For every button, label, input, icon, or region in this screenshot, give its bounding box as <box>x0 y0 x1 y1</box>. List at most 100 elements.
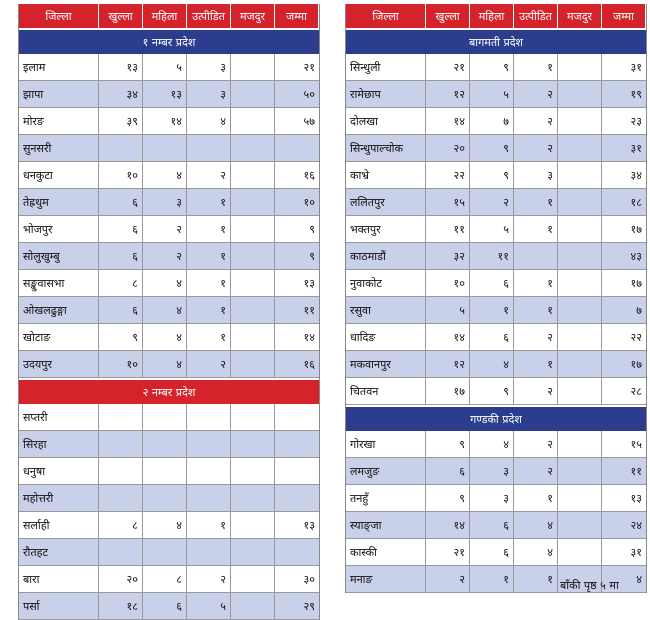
number-cell <box>187 135 231 161</box>
district-cell: धनुषा <box>19 458 99 484</box>
number-cell <box>514 243 558 269</box>
number-cell: ३ <box>514 162 558 188</box>
number-cell <box>231 512 275 538</box>
number-cell: १ <box>514 566 558 592</box>
number-cell <box>558 135 602 161</box>
district-cell: झापा <box>19 81 99 107</box>
number-cell: ७ <box>470 108 514 134</box>
number-cell <box>99 458 143 484</box>
district-cell: भक्तपुर <box>346 216 426 242</box>
number-cell: २ <box>187 566 231 592</box>
district-cell: उदयपुर <box>19 351 99 377</box>
number-cell: १४ <box>426 324 470 350</box>
number-cell: ५ <box>143 54 187 80</box>
number-cell: ३९ <box>99 108 143 134</box>
number-cell: ११ <box>630 464 642 478</box>
table-row: इलाम १३ ५ ३ २१ <box>19 54 319 81</box>
number-cell <box>231 458 275 484</box>
district-cell: सङ्खुवासभा <box>19 270 99 296</box>
number-cell: १४ <box>143 108 187 134</box>
number-cell: १२ <box>426 351 470 377</box>
number-cell: १० <box>99 162 143 188</box>
table-row: मोरङ ३९ १४ ४ ५७ <box>19 108 319 135</box>
number-cell <box>558 216 602 242</box>
number-cell <box>187 539 231 565</box>
number-cell <box>231 243 275 269</box>
number-cell: ३ <box>470 485 514 511</box>
district-cell: सर्लाही <box>19 512 99 538</box>
section-title: १ नम्बर प्रदेश <box>19 30 319 54</box>
number-cell: २ <box>514 378 558 404</box>
table-row: धादिङ १४ ६ २ २२ <box>346 324 646 351</box>
number-cell: १ <box>514 351 558 377</box>
table-row: रसुवा ५ १ १ ७ <box>346 297 646 324</box>
number-cell: ३ <box>187 81 231 107</box>
number-cell: ९ <box>426 431 470 457</box>
number-cell: १८ <box>630 195 642 209</box>
number-cell: २० <box>99 566 143 592</box>
number-cell: ३१ <box>630 141 642 155</box>
number-cell: ८ <box>99 270 143 296</box>
number-cell: १ <box>514 216 558 242</box>
header-cell: उत्पीडित <box>514 4 558 28</box>
table-row: धनुषा <box>19 458 319 485</box>
district-cell: सुनसरी <box>19 135 99 161</box>
table-row: काठमाडौं ३२ ११ ४३ <box>346 243 646 270</box>
district-cell: सिन्धुली <box>346 54 426 80</box>
number-cell <box>558 189 602 215</box>
number-cell: ११ <box>426 216 470 242</box>
number-cell <box>558 297 602 323</box>
district-cell: धनकुटा <box>19 162 99 188</box>
number-cell: २१ <box>303 60 315 74</box>
number-cell: ४ <box>470 431 514 457</box>
header-cell: मजदुर <box>231 4 275 28</box>
number-cell: ४ <box>143 324 187 350</box>
number-cell: ४ <box>143 162 187 188</box>
table-row: झापा ३४ १३ ३ ५० <box>19 81 319 108</box>
number-cell: ९ <box>470 54 514 80</box>
header-cell: मजदुर <box>558 4 602 28</box>
header-cell: खुल्ला <box>99 4 143 28</box>
header-cell: जिल्ला <box>346 4 426 28</box>
header-cell: जम्मा <box>602 4 646 28</box>
number-cell <box>231 270 275 296</box>
table-row: धनकुटा १० ४ २ १६ <box>19 162 319 189</box>
district-cell: रौतहट <box>19 539 99 565</box>
number-cell: ५ <box>470 81 514 107</box>
table-row: लमजुङ ६ ३ २ ११ <box>346 458 646 485</box>
number-cell: १७ <box>630 222 642 236</box>
number-cell <box>143 135 187 161</box>
header-cell: महिला <box>143 4 187 28</box>
table-row: सिरहा <box>19 431 319 458</box>
number-cell: ४ <box>514 512 558 538</box>
number-cell: १ <box>470 566 514 592</box>
number-cell: ४ <box>143 512 187 538</box>
number-cell: १ <box>470 297 514 323</box>
table-row: मनाङ २ १ १ ४ <box>346 566 646 593</box>
number-cell: २ <box>187 162 231 188</box>
number-cell <box>558 566 602 592</box>
number-cell <box>231 351 275 377</box>
number-cell: १ <box>187 216 231 242</box>
header-cell: खुल्ला <box>426 4 470 28</box>
number-cell: ३४ <box>630 168 642 182</box>
number-cell <box>275 404 319 430</box>
number-cell: ११ <box>470 243 514 269</box>
number-cell <box>231 189 275 215</box>
number-cell <box>231 54 275 80</box>
number-cell: ५० <box>303 87 315 101</box>
number-cell: ३० <box>303 572 315 586</box>
table-row: स्याङ्जा १४ ६ ४ २४ <box>346 512 646 539</box>
header-cell: उत्पीडित <box>187 4 231 28</box>
number-cell <box>231 539 275 565</box>
number-cell: १ <box>514 189 558 215</box>
number-cell <box>231 216 275 242</box>
number-cell <box>99 404 143 430</box>
header-row: जिल्ला खुल्ला महिला उत्पीडित मजदुर जम्मा <box>19 4 319 28</box>
district-cell: दोलखा <box>346 108 426 134</box>
number-cell: ५ <box>187 593 231 619</box>
number-cell: ९ <box>470 162 514 188</box>
number-cell: ४ <box>187 108 231 134</box>
number-cell <box>99 431 143 457</box>
number-cell: १ <box>514 297 558 323</box>
